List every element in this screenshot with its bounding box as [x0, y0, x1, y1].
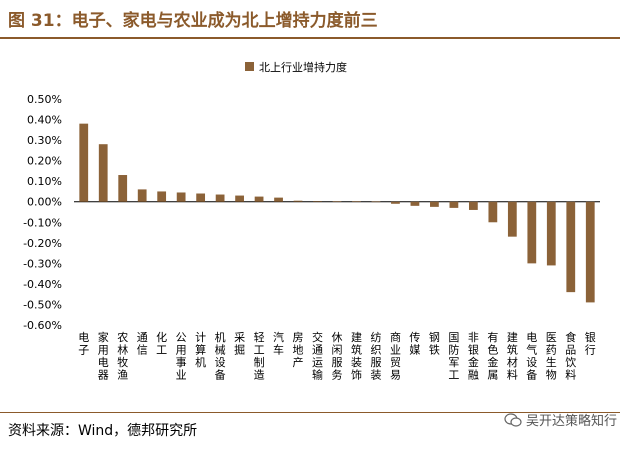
x-tick-label: 交通运输 — [312, 330, 323, 382]
y-tick-label: 0.20% — [27, 155, 62, 168]
legend-label: 北上行业增持力度 — [259, 60, 347, 74]
bar-通信 — [137, 189, 147, 202]
x-tick-label: 电气设备 — [526, 331, 537, 382]
x-tick-label: 化工 — [156, 330, 167, 357]
bar-家用电器 — [98, 144, 108, 202]
x-tick-label: 有色金属 — [487, 330, 498, 382]
bar-钢铁 — [430, 201, 439, 207]
bar-计算机 — [196, 193, 206, 202]
x-tick-label: 商业贸易 — [390, 330, 401, 382]
bar-采掘 — [235, 195, 244, 202]
x-tick-label: 家用电器 — [98, 330, 109, 382]
x-tick-label: 采掘 — [234, 331, 245, 357]
bar-纺织服装 — [371, 201, 381, 203]
bar-建筑材料 — [507, 201, 517, 237]
x-tick-label: 医药生物 — [546, 331, 557, 382]
y-tick-label: -0.40% — [23, 278, 62, 291]
y-tick-label: -0.20% — [23, 237, 62, 250]
bar-化工 — [157, 191, 167, 202]
bar-汽车 — [274, 197, 283, 202]
y-tick-label: -0.10% — [23, 216, 62, 229]
x-tick-label: 机械设备 — [215, 330, 226, 382]
x-tick-label: 汽车 — [273, 330, 284, 357]
y-tick-label: 0.40% — [27, 114, 62, 127]
y-tick-label: -0.30% — [23, 257, 62, 270]
x-tick-label: 通信 — [137, 331, 148, 357]
bar-银行 — [585, 201, 595, 303]
figure-title: 图 31：电子、家电与农业成为北上增持力度前三 — [8, 11, 378, 31]
legend-swatch — [245, 62, 254, 71]
source-note: 资料来源：Wind，德邦研究所 — [8, 423, 198, 439]
x-tick-label: 钢铁 — [429, 331, 440, 357]
bar-交通运输 — [313, 201, 322, 202]
bar-房地产 — [293, 200, 303, 202]
bar-传媒 — [410, 201, 420, 206]
bars — [79, 123, 595, 303]
x-tick-label: 房地产 — [293, 331, 304, 369]
title-divider — [0, 37, 620, 39]
wechat-icon — [504, 412, 522, 427]
y-tick-label: -0.50% — [23, 298, 62, 311]
bar-公用事业 — [176, 192, 186, 202]
legend: 北上行业增持力度 — [245, 60, 347, 74]
watermark: 吴开达策略知行 — [504, 410, 617, 429]
y-tick-label: 0.10% — [27, 175, 62, 188]
bar-有色金属 — [488, 201, 498, 223]
x-tick-label: 非银金融 — [468, 331, 479, 382]
y-tick-label: 0.00% — [27, 196, 62, 209]
y-tick-label: -0.60% — [23, 319, 62, 332]
bar-农林牧渔 — [118, 175, 128, 202]
bar-国防军工 — [449, 201, 459, 208]
x-tick-label: 银行 — [585, 330, 596, 357]
x-tick-label: 食品饮料 — [565, 330, 576, 382]
x-tick-label: 纺织服装 — [370, 330, 381, 382]
x-tick-label: 休闲服务 — [332, 331, 343, 382]
x-tick-label: 国防军工 — [448, 331, 459, 382]
footer-divider — [0, 412, 620, 413]
bar-机械设备 — [215, 194, 225, 202]
bar-建筑装饰 — [352, 201, 361, 202]
x-tick-label: 轻工制造 — [254, 330, 265, 382]
y-tick-label: 0.50% — [27, 93, 62, 106]
x-tick-label: 建筑装饰 — [351, 330, 362, 382]
watermark-text: 吴开达策略知行 — [525, 414, 617, 429]
bar-chart: 北上行业增持力度 0.50% 0.40% 0.30% 0.20% 0.10% 0.00% -… — [23, 60, 600, 382]
x-tick-label: 传媒 — [409, 331, 420, 357]
x-tick-label: 建筑材料 — [507, 330, 518, 382]
x-axis-labels: 电子家用电器农林牧渔通信化工公用事业计算机机械设备采掘轻工制造汽车房地产交通运输… — [78, 330, 596, 382]
y-tick-label: 0.30% — [27, 134, 62, 147]
x-tick-label: 计算机 — [195, 331, 206, 369]
bar-商业贸易 — [391, 201, 400, 204]
bar-非银金融 — [468, 201, 478, 210]
bar-食品饮料 — [566, 201, 576, 293]
x-tick-label: 电子 — [78, 331, 89, 357]
bar-轻工制造 — [254, 196, 264, 202]
x-tick-label: 农林牧渔 — [117, 330, 128, 382]
bar-电气设备 — [527, 201, 537, 264]
bar-休闲服务 — [332, 201, 342, 202]
bar-电子 — [79, 123, 89, 202]
bar-医药生物 — [546, 201, 556, 266]
x-tick-label: 公用事业 — [176, 331, 187, 382]
y-axis: 0.50% 0.40% 0.30% 0.20% 0.10% 0.00% -0.10% -0.2… — [23, 93, 600, 332]
